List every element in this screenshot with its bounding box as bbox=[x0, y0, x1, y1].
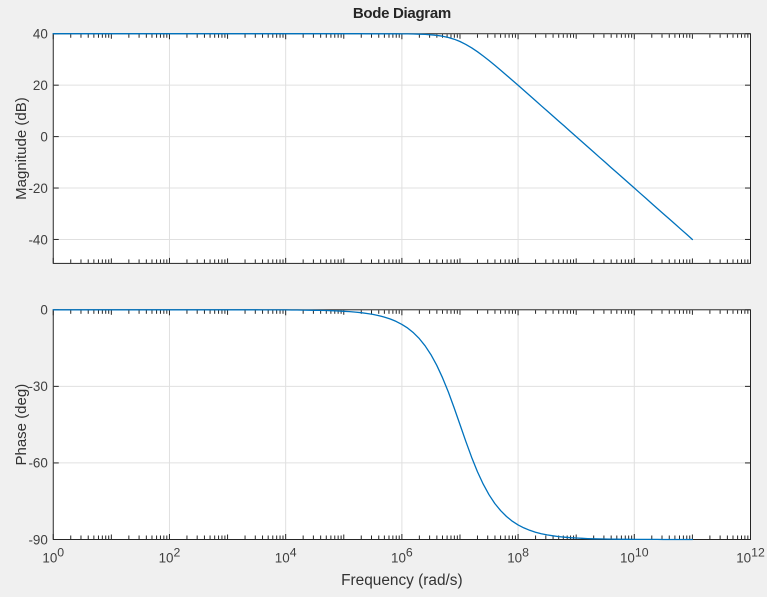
svg-text:Bode Diagram: Bode Diagram bbox=[353, 5, 451, 22]
svg-text:0: 0 bbox=[40, 303, 47, 318]
svg-text:0: 0 bbox=[40, 129, 47, 144]
svg-text:20: 20 bbox=[33, 78, 48, 93]
svg-text:-40: -40 bbox=[28, 232, 47, 247]
svg-text:-20: -20 bbox=[28, 181, 47, 196]
svg-text:-30: -30 bbox=[28, 379, 47, 394]
svg-text:-60: -60 bbox=[28, 456, 47, 471]
svg-text:40: 40 bbox=[33, 27, 48, 42]
svg-text:-90: -90 bbox=[28, 532, 47, 547]
svg-text:Magnitude (dB): Magnitude (dB) bbox=[13, 97, 30, 200]
svg-text:Phase (deg): Phase (deg) bbox=[13, 384, 30, 466]
svg-text:Frequency (rad/s): Frequency (rad/s) bbox=[341, 572, 462, 589]
